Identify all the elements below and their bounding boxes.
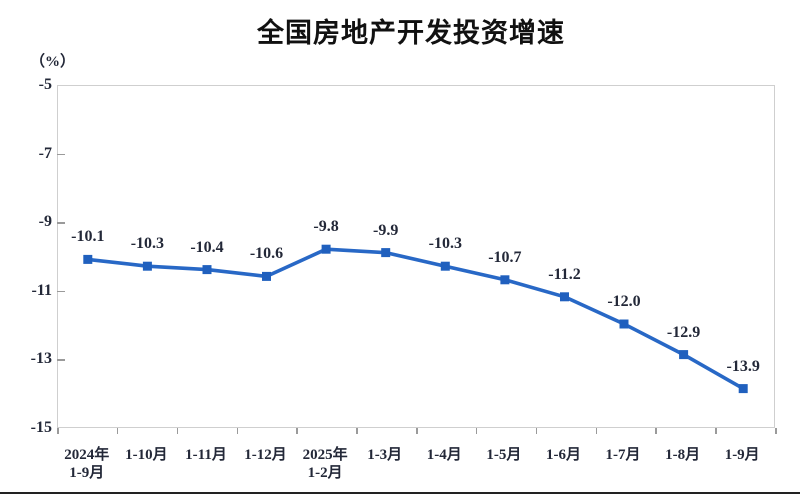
data-point-marker: [262, 271, 271, 281]
data-point-marker: [83, 254, 93, 264]
plot-area: -10.1 -10.3 -10.4 -10.6 -9.8 -9.9 -10.3 -10.7 -1…: [57, 85, 775, 428]
x-axis-tick-mark: [416, 428, 418, 434]
x-axis-category-label: 1-7月: [605, 447, 641, 463]
x-axis-tick-mark: [475, 428, 478, 434]
y-axis-tick-mark: [57, 290, 65, 293]
data-point-label: -10.4: [190, 238, 224, 256]
data-point-marker: [679, 350, 689, 360]
data-point-label: -10.7: [488, 248, 522, 266]
x-axis-category-label: 1-11月: [185, 447, 227, 463]
x-axis-category-label: 1-10月: [125, 447, 168, 463]
y-axis-tick-label: -13: [30, 350, 52, 368]
data-point-label: -10.6: [249, 245, 284, 263]
y-axis-unit-label: （%）: [30, 54, 76, 70]
data-point-marker: [440, 261, 450, 271]
x-axis-tick-mark: [535, 428, 538, 434]
x-axis-category-label: 1-4月: [426, 447, 462, 463]
x-axis-tick-mark: [715, 428, 717, 434]
data-point-label: -9.9: [373, 221, 399, 239]
x-axis-category-label: 1-9月: [724, 447, 760, 463]
y-axis-tick-label: -7: [38, 144, 52, 162]
y-axis-tick-mark: [57, 359, 65, 361]
x-axis-tick-mark: [176, 428, 179, 434]
x-axis-tick-mark: [775, 428, 777, 434]
data-point-label: -10.3: [428, 235, 462, 253]
y-axis-tick-label: -11: [31, 281, 52, 299]
x-axis-tick-mark: [236, 428, 238, 434]
data-point-marker: [381, 248, 391, 258]
x-axis-category-label: 1-12月: [244, 447, 287, 463]
data-point-label: -12.9: [666, 323, 701, 341]
y-axis-tick-mark: [57, 153, 65, 156]
page-divider-line: [0, 492, 800, 494]
data-point-label: -11.2: [548, 265, 581, 283]
x-axis-tick-mark: [296, 428, 298, 434]
x-axis-category-label: 1-8月: [665, 447, 701, 463]
data-point-label: -10.1: [71, 228, 105, 246]
y-axis-tick-label: -9: [38, 213, 52, 231]
data-point-marker: [142, 261, 152, 271]
x-axis-tick-mark: [655, 428, 657, 434]
data-point-marker: [202, 265, 212, 275]
x-axis-category-label: 1-6月: [546, 447, 581, 463]
data-point-marker: [500, 275, 510, 285]
x-axis-category-label: 1-5月: [486, 447, 522, 463]
y-axis-tick-label: -15: [30, 419, 52, 436]
y-axis-tick-label: -5: [38, 76, 52, 93]
data-point-marker: [619, 319, 629, 329]
line-series: [83, 244, 748, 394]
x-axis-category-label: 1-3月: [367, 447, 403, 463]
data-point-label: -12.0: [607, 293, 641, 310]
data-point-label: -13.9: [726, 357, 760, 375]
y-axis-tick-mark: [57, 222, 65, 224]
x-axis-tick-mark: [116, 428, 119, 434]
data-point-marker: [560, 292, 569, 302]
x-axis-category-label: 2025年 1-2月: [302, 447, 348, 481]
x-axis-tick-mark: [356, 428, 358, 434]
data-point-marker: [738, 384, 748, 394]
chart-title: 全国房地产开发投资增速: [257, 18, 565, 48]
data-point-label: -10.3: [130, 235, 165, 253]
data-point-marker: [321, 244, 331, 254]
x-axis-category-label: 2024年 1-9月: [64, 447, 110, 481]
data-point-label: -9.8: [313, 218, 339, 236]
x-axis-tick-mark: [57, 428, 59, 434]
x-axis-tick-mark: [595, 428, 597, 434]
series-line: [87, 247, 745, 391]
